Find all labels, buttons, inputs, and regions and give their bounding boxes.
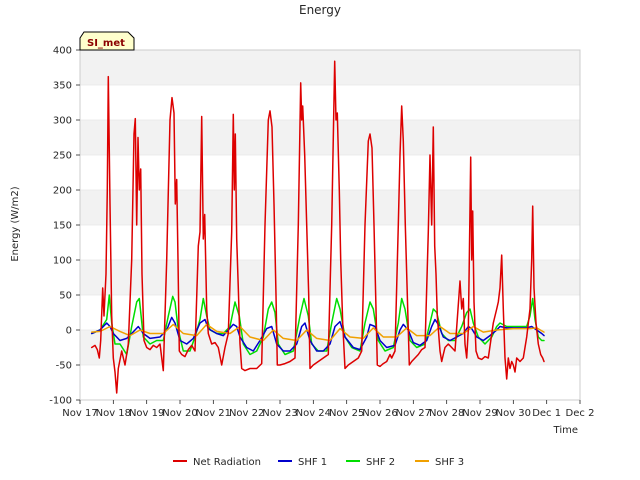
x-tick-label: Nov 18 xyxy=(96,408,131,419)
y-tick-label: 350 xyxy=(53,81,72,92)
x-tick-label: Nov 29 xyxy=(462,408,497,419)
x-tick-label: Nov 26 xyxy=(362,408,397,419)
legend-label-net-radiation: Net Radiation xyxy=(193,457,261,468)
y-tick-label: 100 xyxy=(53,256,72,267)
x-tick-label: Nov 23 xyxy=(262,408,297,419)
grid-band-2 xyxy=(80,190,580,225)
y-tick-label: 200 xyxy=(53,186,72,197)
chart-title: Energy xyxy=(299,3,341,17)
legend-label-shf-1: SHF 1 xyxy=(298,457,327,468)
series-line-net-radiation xyxy=(90,60,545,394)
legend: Net Radiation SHF 1 SHF 2 SHF 3 xyxy=(173,457,464,468)
y-tick-label: 50 xyxy=(59,291,72,302)
x-tick-label: Nov 25 xyxy=(329,408,364,419)
y-axis-ticks: -100 -50 0 50 100 150 200 250 300 350 400 xyxy=(49,46,80,407)
y-tick-label: 0 xyxy=(66,326,72,337)
site-badge-box xyxy=(79,31,135,51)
x-tick-label: Nov 28 xyxy=(429,408,464,419)
y-tick-label: 400 xyxy=(53,46,72,57)
x-axis-label: Time xyxy=(553,425,578,436)
y-tick-label: -100 xyxy=(49,396,72,407)
y-tick-label: 300 xyxy=(53,116,72,127)
series-line-shf-1 xyxy=(90,316,545,352)
x-tick-label: Nov 19 xyxy=(129,408,164,419)
x-tick-label: Dec 1 xyxy=(532,408,561,419)
x-tick-label: Nov 17 xyxy=(62,408,97,419)
y-tick-label: 250 xyxy=(53,151,72,162)
series-lines xyxy=(90,60,545,394)
site-badge: SI_met xyxy=(79,31,135,51)
y-tick-label: -50 xyxy=(56,361,72,372)
x-tick-label: Nov 22 xyxy=(229,408,264,419)
legend-label-shf-3: SHF 3 xyxy=(435,457,464,468)
x-tick-label: Dec 2 xyxy=(566,408,595,419)
x-tick-label: Nov 27 xyxy=(396,408,431,419)
y-axis-label: Energy (W/m2) xyxy=(10,186,21,261)
x-tick-label: Nov 20 xyxy=(162,408,197,419)
y-tick-label: 150 xyxy=(53,221,72,232)
site-badge-label: SI_met xyxy=(87,38,125,49)
legend-label-shf-2: SHF 2 xyxy=(366,457,395,468)
x-tick-label: Nov 30 xyxy=(496,408,531,419)
x-tick-label: Nov 21 xyxy=(196,408,231,419)
grid-band-4 xyxy=(80,50,580,85)
grid-band-3 xyxy=(80,120,580,155)
x-tick-label: Nov 24 xyxy=(296,408,331,419)
